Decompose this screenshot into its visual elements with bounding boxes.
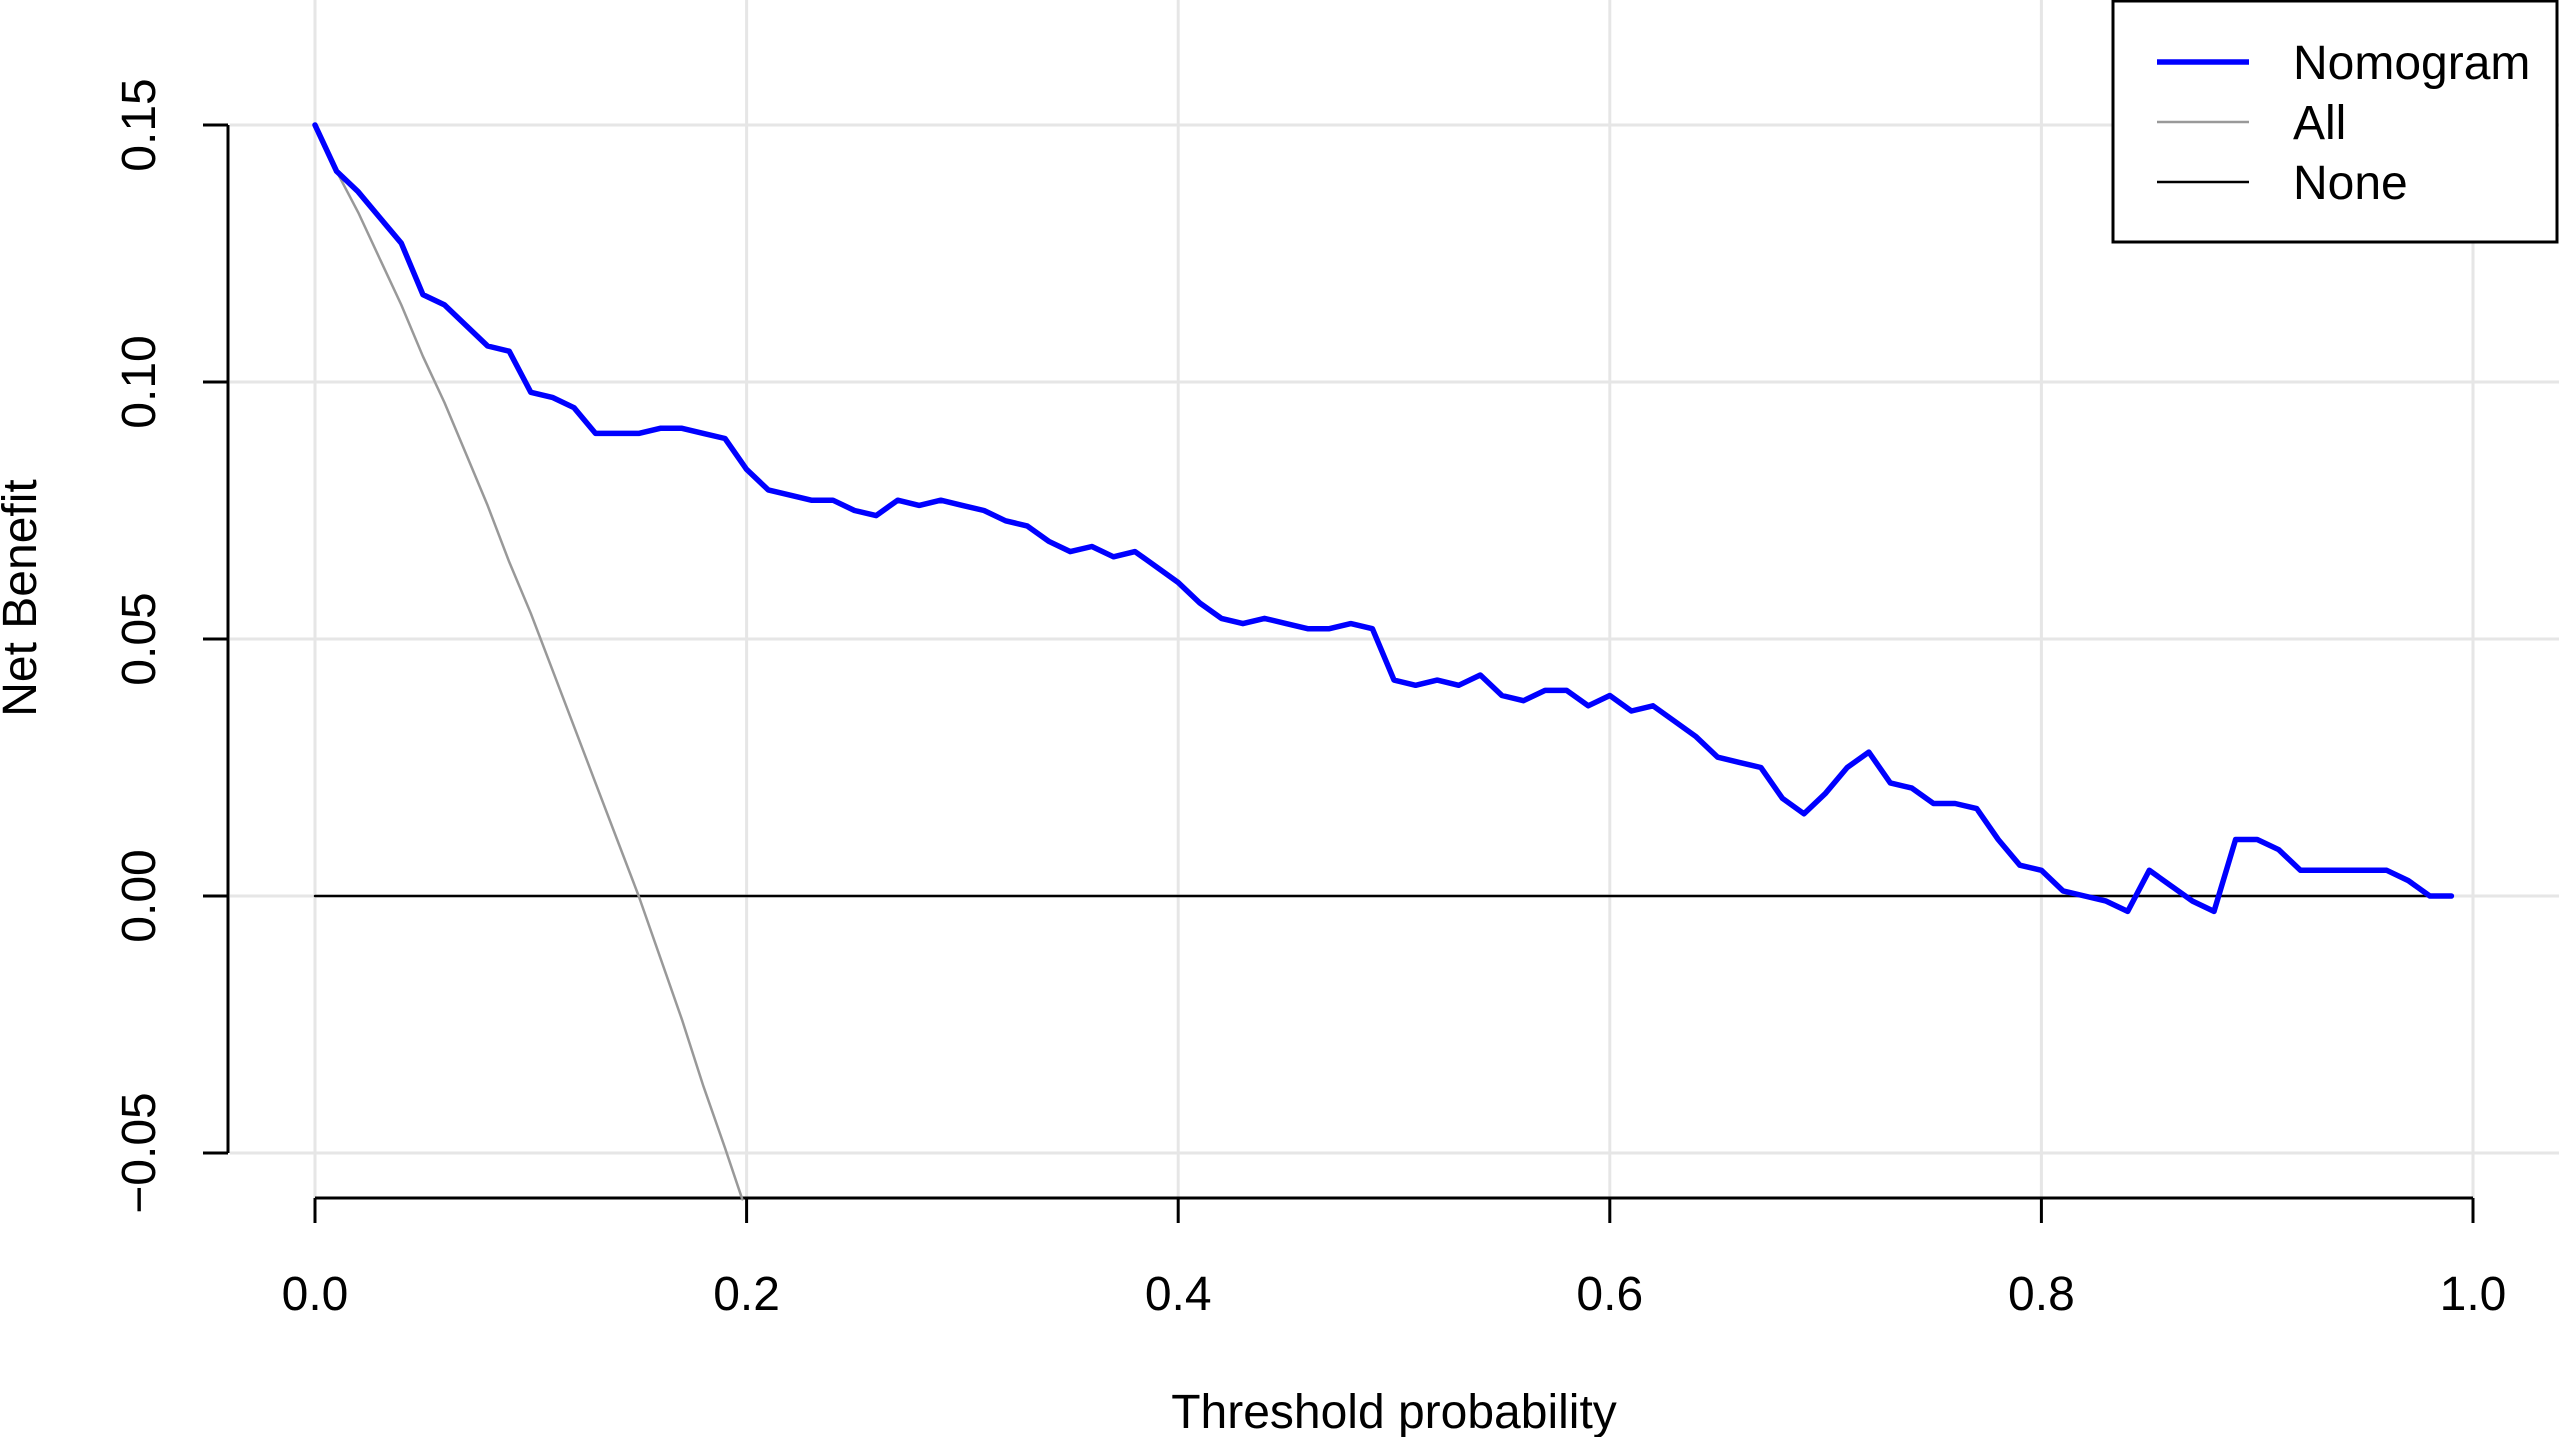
legend-label-all: All [2293, 97, 2346, 150]
series-line-all [335, 170, 744, 1201]
y-axis-title: Net Benefit [0, 479, 47, 716]
legend-label-none: None [2293, 157, 2408, 210]
x-tick-label: 0.2 [713, 1268, 780, 1321]
y-tick-label: 0.15 [113, 78, 166, 171]
y-tick-label: −0.05 [113, 1092, 166, 1213]
series-lines [312, 122, 2455, 1201]
series-line-nomogram [312, 122, 2455, 915]
axes: −0.05 0.00 0.05 0.10 0.15 0.0 0.2 0.4 0.6 0.8 1.0 [113, 78, 2506, 1321]
x-tick-label: 0.4 [1145, 1268, 1212, 1321]
x-tick-label: 0.8 [2008, 1268, 2075, 1321]
x-tick-label: 1.0 [2440, 1268, 2507, 1321]
legend: Nomogram All None [2111, 0, 2559, 244]
y-tick-label: 0.10 [113, 335, 166, 428]
legend-label-nomogram: Nomogram [2293, 37, 2530, 90]
x-axis-title: Threshold probability [1171, 1386, 1617, 1437]
y-tick-label: 0.05 [113, 592, 166, 685]
x-tick-label: 0.0 [282, 1268, 349, 1321]
y-tick-label: 0.00 [113, 849, 166, 942]
x-tick-label: 0.6 [1576, 1268, 1643, 1321]
